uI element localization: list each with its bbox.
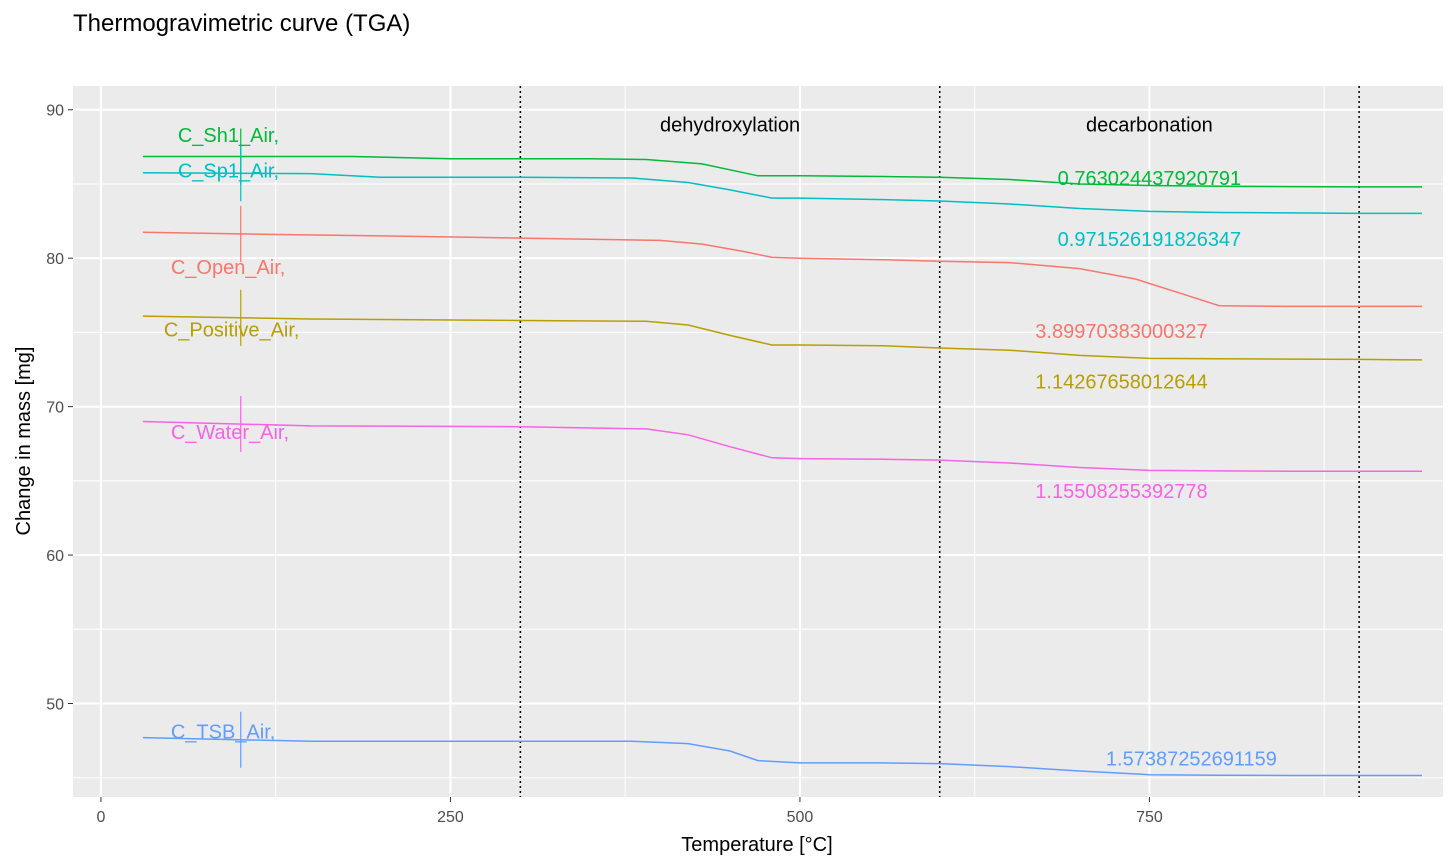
series-lines <box>142 155 1423 777</box>
mass-loss-label: 1.57387252691159 <box>1106 748 1277 770</box>
x-tick-label: 750 <box>1136 809 1163 826</box>
plot-panel <box>73 86 1443 797</box>
x-axis-title: Temperature [°C] <box>681 834 832 856</box>
mass-loss-label: 0.763024437920791 <box>1058 168 1242 190</box>
y-tick-label: 90 <box>46 103 64 120</box>
y-tick-label: 50 <box>46 696 64 713</box>
mass-loss-label: 1.15508255392778 <box>1035 481 1207 503</box>
region-labels: dehydroxylation decarbonation <box>660 115 1213 137</box>
region-label: dehydroxylation <box>660 115 800 137</box>
series-line <box>142 420 1422 472</box>
y-axis-title: Change in mass [mg] <box>13 347 35 536</box>
series-label: C_Positive_Air, <box>164 319 300 341</box>
series-line <box>142 315 1423 361</box>
y-tick-label: 70 <box>46 400 64 417</box>
y-tick-label: 60 <box>46 548 64 565</box>
mass-loss-label: 1.14267658012644 <box>1035 371 1207 393</box>
series-line <box>142 231 1422 308</box>
series-label: C_Sp1_Air, <box>178 161 279 183</box>
series-line <box>142 155 1422 188</box>
x-tick-label: 0 <box>97 809 106 826</box>
mass-loss-label: 3.89970383000327 <box>1035 321 1207 343</box>
minor-gridlines <box>73 86 1443 797</box>
series-labels: C_Sh1_Air, C_Sp1_Air, C_Open_Air, C_Positiv… <box>164 125 300 744</box>
region-boundaries <box>519 86 1360 797</box>
series-label: C_Open_Air, <box>171 257 286 279</box>
x-tick-label: 500 <box>787 809 814 826</box>
region-label: decarbonation <box>1086 115 1213 137</box>
x-tick-label: 250 <box>437 809 464 826</box>
chart-title: Thermogravimetric curve (TGA) <box>73 10 411 37</box>
y-tick-label: 80 <box>46 251 64 268</box>
series-label: C_Sh1_Air, <box>178 125 279 147</box>
mass-loss-label: 0.971526191826347 <box>1058 229 1242 251</box>
series-label: C_Water_Air, <box>171 422 289 444</box>
series-line <box>142 172 1422 215</box>
series-line <box>142 736 1422 777</box>
major-gridlines <box>73 86 1443 797</box>
mass-loss-labels: 0.763024437920791 0.971526191826347 3.8997… <box>1035 168 1277 770</box>
series-label: C_TSB_Air, <box>171 722 275 744</box>
axes: 0 250 500 750 50 60 70 80 90 <box>46 103 1163 826</box>
